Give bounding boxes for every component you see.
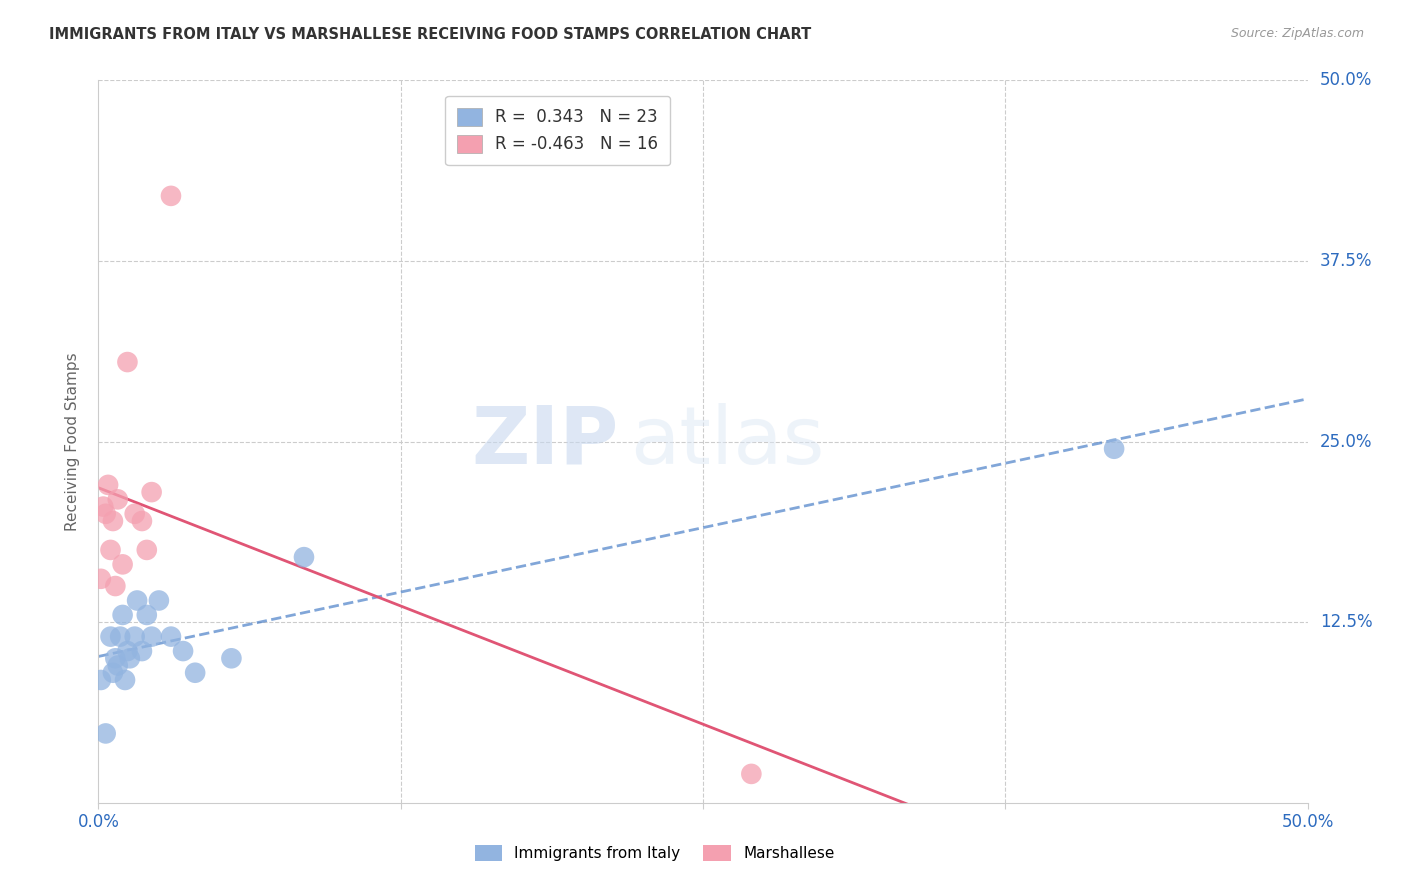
- Text: IMMIGRANTS FROM ITALY VS MARSHALLESE RECEIVING FOOD STAMPS CORRELATION CHART: IMMIGRANTS FROM ITALY VS MARSHALLESE REC…: [49, 27, 811, 42]
- Point: [101, 665, 124, 680]
- Point: [117, 355, 139, 369]
- Text: ZIP: ZIP: [471, 402, 619, 481]
- Point: [101, 514, 124, 528]
- Point: [90, 673, 112, 687]
- Text: 25.0%: 25.0%: [1320, 433, 1372, 450]
- Point: [114, 673, 136, 687]
- Point: [118, 651, 141, 665]
- Point: [91, 500, 114, 514]
- Point: [100, 630, 122, 644]
- Point: [94, 726, 117, 740]
- Text: 50.0%: 50.0%: [1320, 71, 1372, 89]
- Point: [160, 189, 183, 203]
- Point: [104, 651, 127, 665]
- Point: [108, 630, 131, 644]
- Point: [107, 492, 129, 507]
- Point: [107, 658, 129, 673]
- Point: [124, 507, 146, 521]
- Point: [131, 514, 153, 528]
- Point: [111, 558, 134, 572]
- Point: [100, 542, 122, 557]
- Text: atlas: atlas: [630, 402, 825, 481]
- Text: Source: ZipAtlas.com: Source: ZipAtlas.com: [1230, 27, 1364, 40]
- Point: [135, 607, 157, 622]
- Text: 12.5%: 12.5%: [1320, 613, 1372, 632]
- Text: 37.5%: 37.5%: [1320, 252, 1372, 270]
- Point: [148, 593, 170, 607]
- Point: [111, 607, 134, 622]
- Point: [292, 550, 315, 565]
- Point: [1102, 442, 1125, 456]
- Point: [141, 630, 163, 644]
- Point: [740, 767, 762, 781]
- Point: [172, 644, 194, 658]
- Point: [221, 651, 243, 665]
- Point: [117, 644, 139, 658]
- Point: [131, 644, 153, 658]
- Legend: Immigrants from Italy, Marshallese: Immigrants from Italy, Marshallese: [468, 839, 841, 867]
- Point: [94, 507, 117, 521]
- Point: [160, 630, 183, 644]
- Point: [141, 485, 163, 500]
- Point: [104, 579, 127, 593]
- Point: [90, 572, 112, 586]
- Y-axis label: Receiving Food Stamps: Receiving Food Stamps: [65, 352, 80, 531]
- Point: [127, 593, 149, 607]
- Point: [184, 665, 207, 680]
- Point: [97, 478, 120, 492]
- Point: [124, 630, 146, 644]
- Point: [135, 542, 157, 557]
